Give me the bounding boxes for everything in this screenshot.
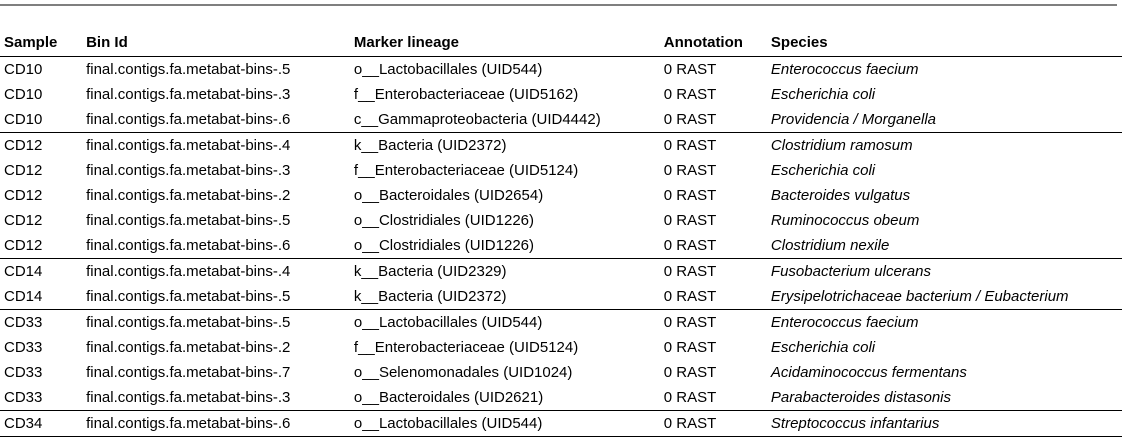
cell-annotation: 0 RAST <box>659 258 767 284</box>
cell-sample: CD12 <box>4 237 43 254</box>
cell-species: Clostridium nexile <box>770 237 890 254</box>
header-species: Species <box>770 34 828 51</box>
cell-bin-id: final.contigs.fa.metabat-bins-.6 <box>82 410 350 437</box>
cell-bin-id: final.contigs.fa.metabat-bins-.3 <box>86 86 291 103</box>
cell-annotation: 0 RAST <box>659 56 767 82</box>
header-annotation: Annotation <box>663 34 743 51</box>
cell-species: Enterococcus faecium <box>766 56 1122 82</box>
cell-annotation: 0 RAST <box>663 288 717 305</box>
table-row: CD12 final.contigs.fa.metabat-bins-.6 o__C… <box>0 233 1122 259</box>
table-row: CD33 final.contigs.fa.metabat-bins-.3 o__B… <box>0 385 1122 411</box>
cell-sample: CD12 <box>4 187 43 204</box>
cell-sample: CD34 <box>0 410 83 437</box>
table-row: CD12 final.contigs.fa.metabat-bins-.5 o__C… <box>0 208 1122 233</box>
cell-marker-lineage: f__Enterobacteriaceae (UID5124) <box>353 339 579 356</box>
cell-sample: CD10 <box>4 111 43 128</box>
cell-marker-lineage: c__Gammaproteobacteria (UID4442) <box>353 111 601 128</box>
cell-bin-id: final.contigs.fa.metabat-bins-.5 <box>86 288 291 305</box>
cell-bin-id: final.contigs.fa.metabat-bins-.5 <box>82 309 350 335</box>
cell-marker-lineage: o__Bacteroidales (UID2621) <box>353 389 544 406</box>
table-row: CD10 final.contigs.fa.metabat-bins-.5 o__L… <box>0 56 1122 82</box>
cell-marker-lineage: o__Lactobacillales (UID544) <box>349 410 660 437</box>
table-row: CD33 final.contigs.fa.metabat-bins-.2 f__E… <box>0 335 1122 360</box>
table-row: CD10 final.contigs.fa.metabat-bins-.3 f__E… <box>0 82 1122 107</box>
table-row: CD14 final.contigs.fa.metabat-bins-.4 k__B… <box>0 258 1122 284</box>
cell-sample: CD33 <box>0 309 83 335</box>
cell-sample: CD14 <box>4 288 43 305</box>
cell-bin-id: final.contigs.fa.metabat-bins-.7 <box>86 364 291 381</box>
cell-marker-lineage: f__Enterobacteriaceae (UID5124) <box>353 162 579 179</box>
cell-species: Providencia / Morganella <box>770 111 936 128</box>
header-bin-id: Bin Id <box>86 34 128 51</box>
cell-annotation: 0 RAST <box>663 86 717 103</box>
cell-sample: CD10 <box>0 56 83 82</box>
cell-sample: CD12 <box>4 162 43 179</box>
cell-species: Fusobacterium ulcerans <box>766 258 1122 284</box>
cell-sample: CD10 <box>4 86 43 103</box>
table-row: CD12 final.contigs.fa.metabat-bins-.2 o__B… <box>0 183 1122 208</box>
cell-annotation: 0 RAST <box>659 410 767 437</box>
cell-species: Escherichia coli <box>770 339 876 356</box>
cell-species: Acidaminococcus fermentans <box>770 364 967 381</box>
cell-annotation: 0 RAST <box>663 364 717 381</box>
table-row: CD34 final.contigs.fa.metabat-bins-.6 o__L… <box>0 410 1122 437</box>
cell-annotation: 0 RAST <box>663 212 717 229</box>
cell-sample: CD14 <box>0 258 83 284</box>
table-header-row: Sample Bin Id Marker lineage Annotation … <box>0 29 1122 57</box>
cell-sample: CD33 <box>4 389 43 406</box>
cell-annotation: 0 RAST <box>663 187 717 204</box>
cell-sample: CD12 <box>0 132 83 158</box>
cell-species: Escherichia coli <box>770 162 876 179</box>
cell-annotation: 0 RAST <box>663 339 717 356</box>
cell-bin-id: final.contigs.fa.metabat-bins-.4 <box>82 132 350 158</box>
cell-species: Escherichia coli <box>770 86 876 103</box>
cell-marker-lineage: o__Clostridiales (UID1226) <box>353 237 535 254</box>
cell-bin-id: final.contigs.fa.metabat-bins-.2 <box>86 187 291 204</box>
table-row: CD10 final.contigs.fa.metabat-bins-.6 c__G… <box>0 107 1122 133</box>
cell-annotation: 0 RAST <box>663 111 717 128</box>
cell-annotation: 0 RAST <box>659 309 767 335</box>
cell-annotation: 0 RAST <box>659 132 767 158</box>
cell-annotation: 0 RAST <box>663 237 717 254</box>
cell-bin-id: final.contigs.fa.metabat-bins-.3 <box>86 162 291 179</box>
cell-sample: CD12 <box>4 212 43 229</box>
cell-bin-id: final.contigs.fa.metabat-bins-.6 <box>86 111 291 128</box>
cell-marker-lineage: o__Clostridiales (UID1226) <box>353 212 535 229</box>
bins-table: Sample Bin Id Marker lineage Annotation … <box>0 29 1122 437</box>
table-row: CD33 final.contigs.fa.metabat-bins-.5 o__L… <box>0 309 1122 335</box>
cell-species: Parabacteroides distasonis <box>770 389 952 406</box>
cell-species: Enterococcus faecium <box>766 309 1122 335</box>
cell-bin-id: final.contigs.fa.metabat-bins-.5 <box>86 212 291 229</box>
cell-species: Clostridium ramosum <box>766 132 1122 158</box>
cell-bin-id: final.contigs.fa.metabat-bins-.6 <box>86 237 291 254</box>
cell-marker-lineage: k__Bacteria (UID2372) <box>349 132 660 158</box>
table-row: CD33 final.contigs.fa.metabat-bins-.7 o__S… <box>0 360 1122 385</box>
cell-marker-lineage: k__Bacteria (UID2372) <box>353 288 507 305</box>
cell-sample: CD33 <box>4 364 43 381</box>
cell-species: Bacteroides vulgatus <box>770 187 911 204</box>
table-body: CD10 final.contigs.fa.metabat-bins-.5 o__L… <box>0 56 1122 437</box>
cell-sample: CD33 <box>4 339 43 356</box>
cell-species: Erysipelotrichaceae bacterium / Eubacter… <box>770 288 1069 305</box>
header-marker-lineage: Marker lineage <box>353 34 459 51</box>
table-row: CD14 final.contigs.fa.metabat-bins-.5 k__B… <box>0 284 1122 310</box>
cell-bin-id: final.contigs.fa.metabat-bins-.2 <box>86 339 291 356</box>
cell-marker-lineage: o__Bacteroidales (UID2654) <box>353 187 544 204</box>
top-rule <box>0 4 1117 6</box>
cell-marker-lineage: o__Lactobacillales (UID544) <box>349 56 660 82</box>
table-row: CD12 final.contigs.fa.metabat-bins-.3 f__E… <box>0 158 1122 183</box>
header-sample: Sample <box>4 34 58 51</box>
cell-species: Streptococcus infantarius <box>766 410 1122 437</box>
cell-annotation: 0 RAST <box>663 162 717 179</box>
cell-bin-id: final.contigs.fa.metabat-bins-.3 <box>86 389 291 406</box>
cell-marker-lineage: o__Lactobacillales (UID544) <box>349 309 660 335</box>
cell-marker-lineage: k__Bacteria (UID2329) <box>349 258 660 284</box>
cell-bin-id: final.contigs.fa.metabat-bins-.4 <box>82 258 350 284</box>
cell-species: Ruminococcus obeum <box>770 212 920 229</box>
cell-marker-lineage: f__Enterobacteriaceae (UID5162) <box>353 86 579 103</box>
table-row: CD12 final.contigs.fa.metabat-bins-.4 k__B… <box>0 132 1122 158</box>
cell-marker-lineage: o__Selenomonadales (UID1024) <box>353 364 573 381</box>
cell-annotation: 0 RAST <box>663 389 717 406</box>
cell-bin-id: final.contigs.fa.metabat-bins-.5 <box>82 56 350 82</box>
